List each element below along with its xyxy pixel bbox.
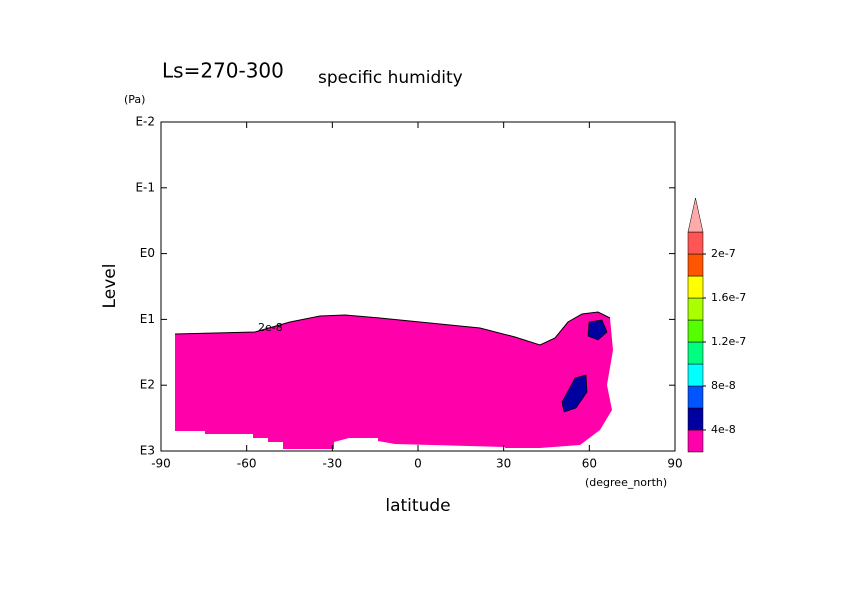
y-tick-label: E-1 — [135, 180, 155, 194]
y-tick-label: E0 — [140, 246, 155, 260]
y-unit: (Pa) — [124, 93, 145, 106]
colorbar-segment — [687, 385, 704, 409]
colorbar-label: 8e-8 — [711, 379, 736, 392]
x-tick-label: 60 — [582, 457, 597, 471]
x-unit: (degree_north) — [585, 476, 667, 489]
x-tick-label: -30 — [323, 457, 343, 471]
colorbar-segment — [687, 319, 704, 343]
x-tick-label: -60 — [237, 457, 257, 471]
x-tick-label: -90 — [151, 457, 171, 471]
colorbar-label: 2e-7 — [711, 247, 736, 260]
y-tick-label: E-2 — [135, 115, 155, 129]
x-tick-label: 30 — [496, 457, 511, 471]
chart-subtitle: specific humidity — [318, 68, 463, 88]
contour-region — [587, 319, 608, 341]
contour-label: 2e-8 — [258, 321, 283, 334]
chart-title: Ls=270-300 — [162, 59, 284, 83]
colorbar-segment — [687, 363, 704, 387]
colorbar-segment — [687, 341, 704, 365]
colorbar-segment — [687, 253, 704, 277]
colorbar-extend — [687, 197, 704, 233]
colorbar-segment — [687, 429, 704, 453]
x-tick-label: 0 — [414, 457, 422, 471]
contour-line — [174, 311, 611, 346]
colorbar-segment — [687, 407, 704, 431]
y-tick-label: E2 — [140, 378, 155, 392]
x-axis-label: latitude — [385, 496, 450, 516]
y-tick-label: E1 — [140, 312, 155, 326]
y-axis-label: Level — [100, 264, 120, 309]
colorbar-segment — [687, 297, 704, 321]
y-tick-label: E3 — [140, 444, 155, 458]
contour-region — [175, 312, 613, 449]
contour-region — [561, 374, 588, 413]
x-tick-label: 90 — [667, 457, 682, 471]
colorbar-label: 1.2e-7 — [711, 335, 746, 348]
colorbar-label: 4e-8 — [711, 423, 736, 436]
colorbar-segment — [687, 231, 704, 255]
colorbar-label: 1.6e-7 — [711, 291, 746, 304]
colorbar-segment — [687, 275, 704, 299]
